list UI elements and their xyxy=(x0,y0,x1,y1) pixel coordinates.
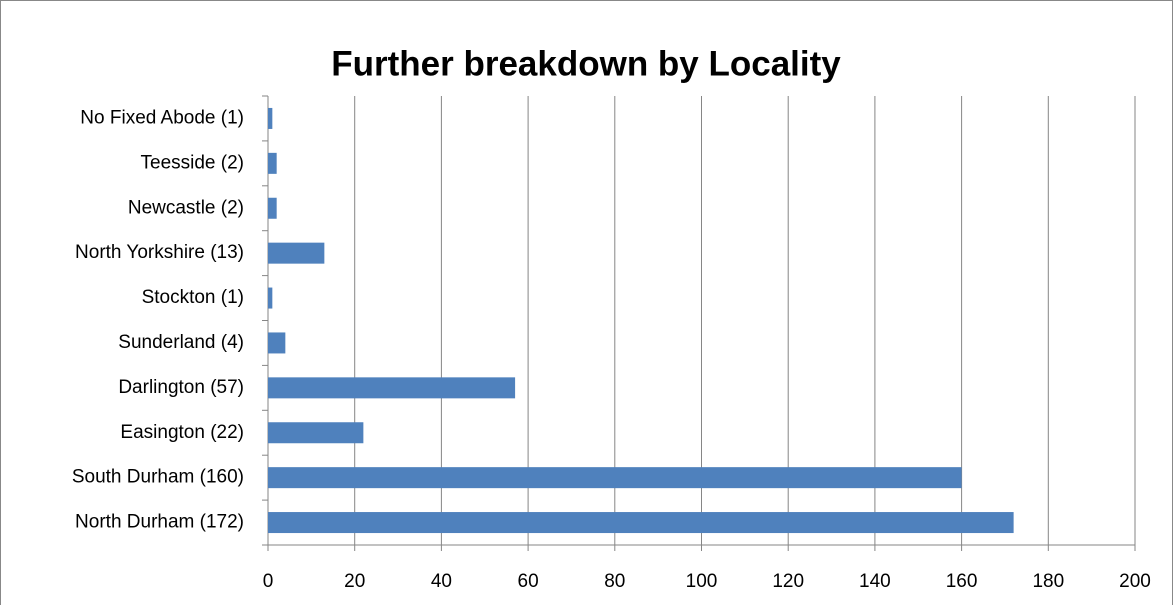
y-tick-label: Stockton (1) xyxy=(142,287,244,308)
y-tick-label: Newcastle (2) xyxy=(128,197,244,218)
bar xyxy=(268,242,325,264)
y-tick-label: Teesside (2) xyxy=(141,152,245,173)
x-tick-label: 80 xyxy=(604,571,625,592)
bar xyxy=(268,422,364,444)
bar xyxy=(268,197,277,219)
bar xyxy=(268,512,1014,534)
x-tick-label: 40 xyxy=(431,571,452,592)
bar xyxy=(268,377,516,399)
x-tick-label: 140 xyxy=(859,571,891,592)
chart-title: Further breakdown by Locality xyxy=(331,44,841,83)
x-tick-label: 180 xyxy=(1032,571,1064,592)
x-tick-label: 20 xyxy=(344,571,365,592)
bar xyxy=(268,107,273,129)
y-tick-label: Sunderland (4) xyxy=(118,332,244,353)
bar xyxy=(268,332,286,354)
x-tick-label: 0 xyxy=(263,571,274,592)
y-tick-label: South Durham (160) xyxy=(72,467,244,488)
y-tick-label: North Yorkshire (13) xyxy=(75,242,244,263)
bar xyxy=(268,152,277,174)
x-tick-label: 100 xyxy=(686,571,718,592)
bar xyxy=(268,467,962,489)
x-tick-label: 200 xyxy=(1119,571,1151,592)
y-tick-label: Darlington (57) xyxy=(118,377,244,398)
x-tick-label: 160 xyxy=(946,571,978,592)
bar xyxy=(268,287,273,309)
y-tick-label: Easington (22) xyxy=(120,422,244,443)
y-tick-label: North Durham (172) xyxy=(75,512,244,533)
x-tick-label: 120 xyxy=(772,571,804,592)
x-tick-label: 60 xyxy=(518,571,539,592)
y-tick-label: No Fixed Abode (1) xyxy=(80,107,244,128)
